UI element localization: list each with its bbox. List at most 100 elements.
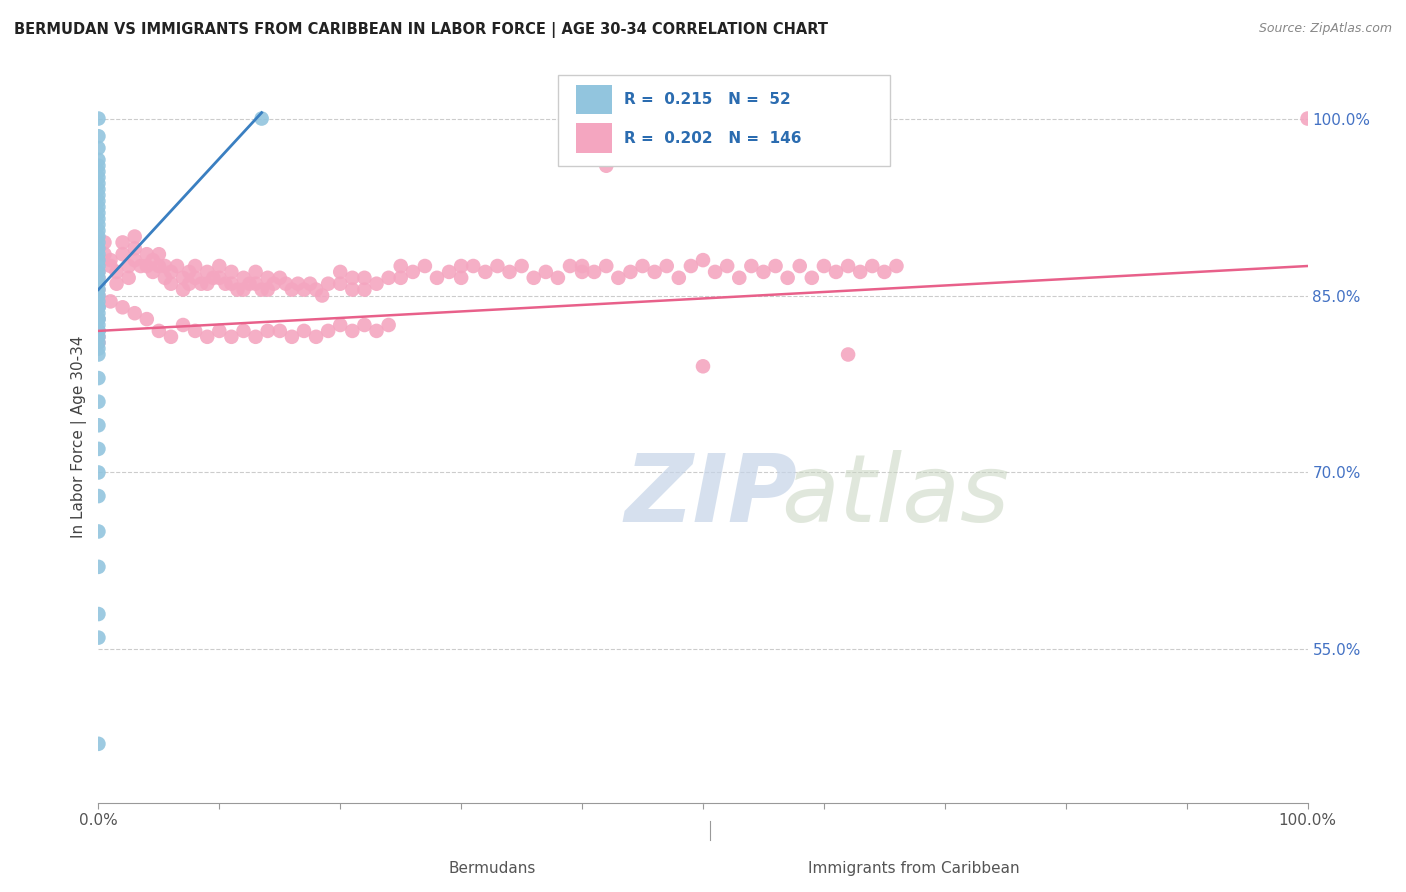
Point [172,283,194,297]
Point [87,218,110,232]
Point [595,159,617,173]
Point [765,259,787,273]
Point [221,330,243,344]
Text: R =  0.202   N =  146: R = 0.202 N = 146 [624,130,801,145]
Point [704,265,727,279]
Point [463,259,485,273]
Point [221,277,243,291]
Point [523,270,546,285]
Point [87,306,110,320]
Point [184,259,207,273]
Point [402,265,425,279]
Point [87,288,110,302]
Point [752,265,775,279]
Point [87,324,110,338]
Point [87,324,110,338]
Bar [576,85,613,114]
Point [571,265,593,279]
Point [118,259,141,273]
Point [124,306,146,320]
Point [153,270,176,285]
Text: Immigrants from Caribbean: Immigrants from Caribbean [808,861,1019,876]
Point [245,277,267,291]
Point [571,259,593,273]
Point [800,270,823,285]
Text: BERMUDAN VS IMMIGRANTS FROM CARIBBEAN IN LABOR FORCE | AGE 30-34 CORRELATION CHA: BERMUDAN VS IMMIGRANTS FROM CARIBBEAN IN… [14,22,828,38]
Point [87,288,110,302]
Point [886,259,908,273]
Point [87,153,110,167]
Point [263,277,285,291]
Point [450,270,472,285]
Point [269,324,291,338]
Point [510,259,533,273]
Point [195,330,218,344]
Text: Bermudans: Bermudans [449,861,536,876]
Point [353,318,375,332]
Point [353,283,375,297]
Point [329,277,352,291]
Point [87,466,110,480]
Point [87,206,110,220]
Point [292,283,315,297]
Point [87,442,110,456]
Point [837,259,859,273]
Point [111,301,134,315]
Point [166,259,188,273]
Point [148,324,170,338]
Point [87,241,110,255]
Point [87,182,110,196]
Point [316,324,339,338]
Point [184,324,207,338]
Point [160,330,183,344]
Point [558,259,581,273]
Point [148,259,170,273]
Point [450,259,472,273]
Point [87,394,110,409]
Point [679,259,702,273]
Point [87,177,110,191]
Point [87,301,110,315]
Point [860,259,883,273]
Point [619,265,641,279]
Point [281,283,304,297]
Point [87,312,110,326]
Point [87,342,110,356]
Point [153,259,176,273]
Point [160,265,183,279]
Bar [576,123,613,153]
Point [87,294,110,309]
Point [135,259,157,273]
Point [607,270,630,285]
Point [124,241,146,255]
Point [87,312,110,326]
Point [195,277,218,291]
Point [305,283,328,297]
Point [583,265,606,279]
Point [105,265,128,279]
Point [208,259,231,273]
Point [426,270,449,285]
Point [776,270,799,285]
Point [87,335,110,350]
Point [87,129,110,144]
Point [87,211,110,226]
Point [148,247,170,261]
Point [245,330,267,344]
Point [274,277,297,291]
Point [87,312,110,326]
Point [87,301,110,315]
Point [299,277,322,291]
Point [214,277,236,291]
Point [179,277,201,291]
Point [87,324,110,338]
Point [190,277,212,291]
Point [366,324,388,338]
Point [87,489,110,503]
Point [87,330,110,344]
Point [87,301,110,315]
Point [256,324,278,338]
Point [87,418,110,433]
Text: R =  0.215   N =  52: R = 0.215 N = 52 [624,92,792,107]
Point [342,283,364,297]
